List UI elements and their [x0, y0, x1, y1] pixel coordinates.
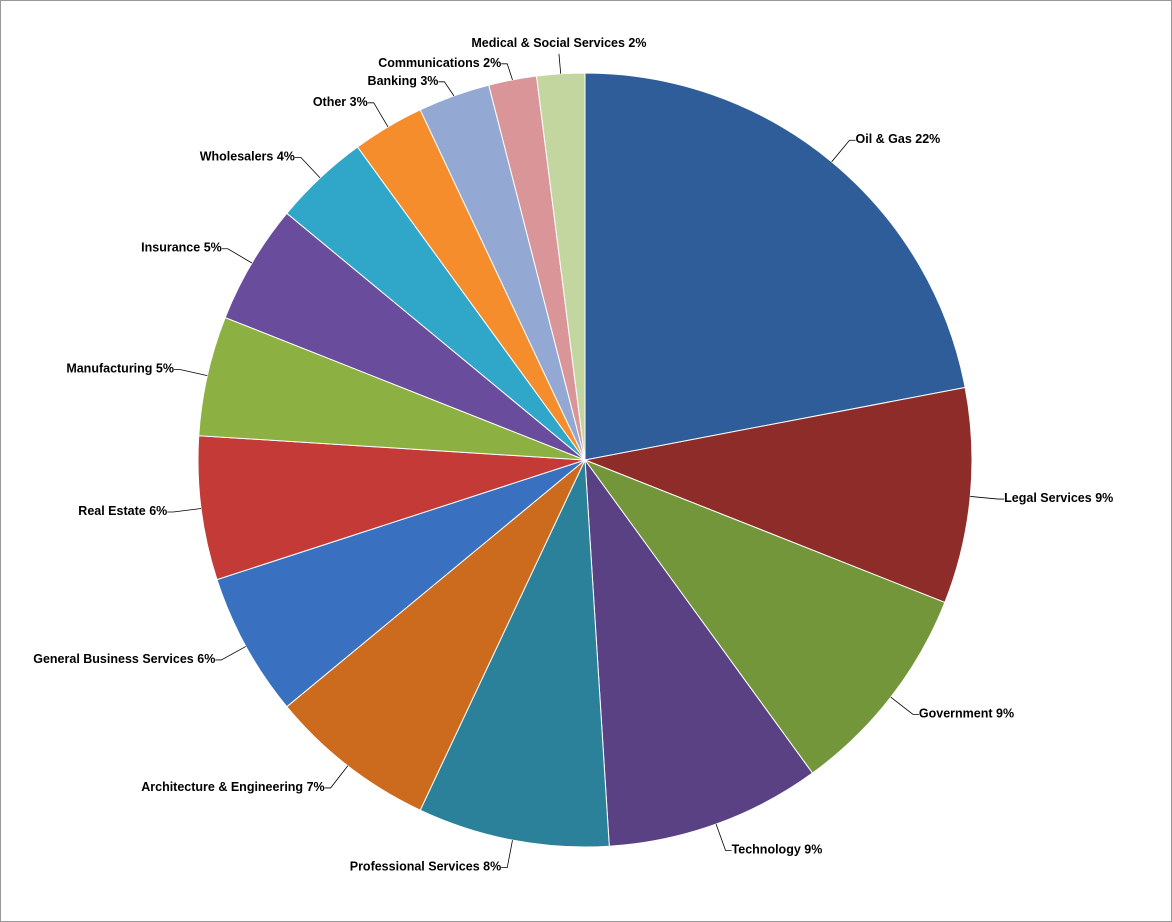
leader-line [324, 765, 349, 789]
label-category: Technology [732, 843, 801, 857]
leader-line [890, 696, 919, 715]
label-value: 22% [915, 133, 940, 147]
leader-line [221, 248, 253, 264]
label-value: 9% [996, 707, 1014, 721]
leader-line [501, 63, 513, 80]
label-category: General Business Services [33, 652, 194, 666]
label-category: Government [919, 707, 993, 721]
data-label: General Business Services 6% [33, 652, 215, 666]
label-value: 7% [307, 780, 325, 794]
data-label: Insurance 5% [141, 241, 222, 255]
leader-line [167, 508, 202, 513]
data-label: Wholesalers 4% [200, 150, 295, 164]
pie-slice [197, 435, 586, 581]
label-category: Medical & Social Services [471, 36, 625, 50]
label-category: Professional Services [350, 860, 480, 874]
data-label: Other 3% [313, 95, 368, 109]
label-value: 5% [156, 362, 174, 376]
label-category: Real Estate [78, 504, 145, 518]
label-category: Architecture & Engineering [141, 780, 303, 794]
label-value: 2% [483, 56, 501, 70]
label-value: 2% [628, 36, 646, 50]
leader-line [215, 646, 247, 661]
label-value: 4% [277, 150, 295, 164]
data-label: Manufacturing 5% [66, 362, 174, 376]
leader-line [438, 81, 455, 97]
data-label: Architecture & Engineering 7% [141, 780, 324, 794]
data-label: Medical & Social Services 2% [471, 36, 646, 50]
label-category: Other [313, 95, 346, 109]
label-category: Insurance [141, 241, 200, 255]
data-label: Legal Services 9% [1004, 491, 1113, 505]
leader-line [173, 369, 208, 376]
label-value: 8% [483, 860, 501, 874]
label-category: Banking [368, 74, 417, 88]
pie-slice [216, 459, 586, 708]
label-value: 9% [1095, 491, 1113, 505]
leader-line [831, 139, 856, 163]
label-category: Communications [378, 56, 479, 70]
label-category: Oil & Gas [856, 133, 912, 147]
leader-line [970, 496, 1005, 500]
label-value: 3% [350, 95, 368, 109]
leader-line [501, 840, 513, 869]
data-label: Oil & Gas 22% [856, 133, 941, 147]
data-label: Professional Services 8% [350, 860, 502, 874]
label-value: 6% [197, 652, 215, 666]
data-label: Government 9% [919, 707, 1014, 721]
label-value: 5% [204, 241, 222, 255]
pie-slice [419, 459, 610, 848]
pie-slice [583, 386, 973, 604]
label-value: 9% [804, 843, 822, 857]
label-value: 3% [420, 74, 438, 88]
leader-line [715, 823, 732, 851]
leader-line [558, 53, 562, 74]
pie-slice [286, 459, 586, 811]
data-label: Real Estate 6% [78, 504, 167, 518]
data-label: Banking 3% [368, 74, 439, 88]
data-label: Communications 2% [378, 56, 501, 70]
data-label: Technology 9% [732, 843, 823, 857]
pie-slice [583, 458, 946, 774]
pie-slice [584, 72, 966, 461]
label-value: 6% [149, 504, 167, 518]
label-category: Manufacturing [66, 362, 152, 376]
label-category: Wholesalers [200, 150, 274, 164]
leader-line [367, 102, 389, 128]
leader-line [294, 157, 321, 179]
label-category: Legal Services [1004, 491, 1092, 505]
